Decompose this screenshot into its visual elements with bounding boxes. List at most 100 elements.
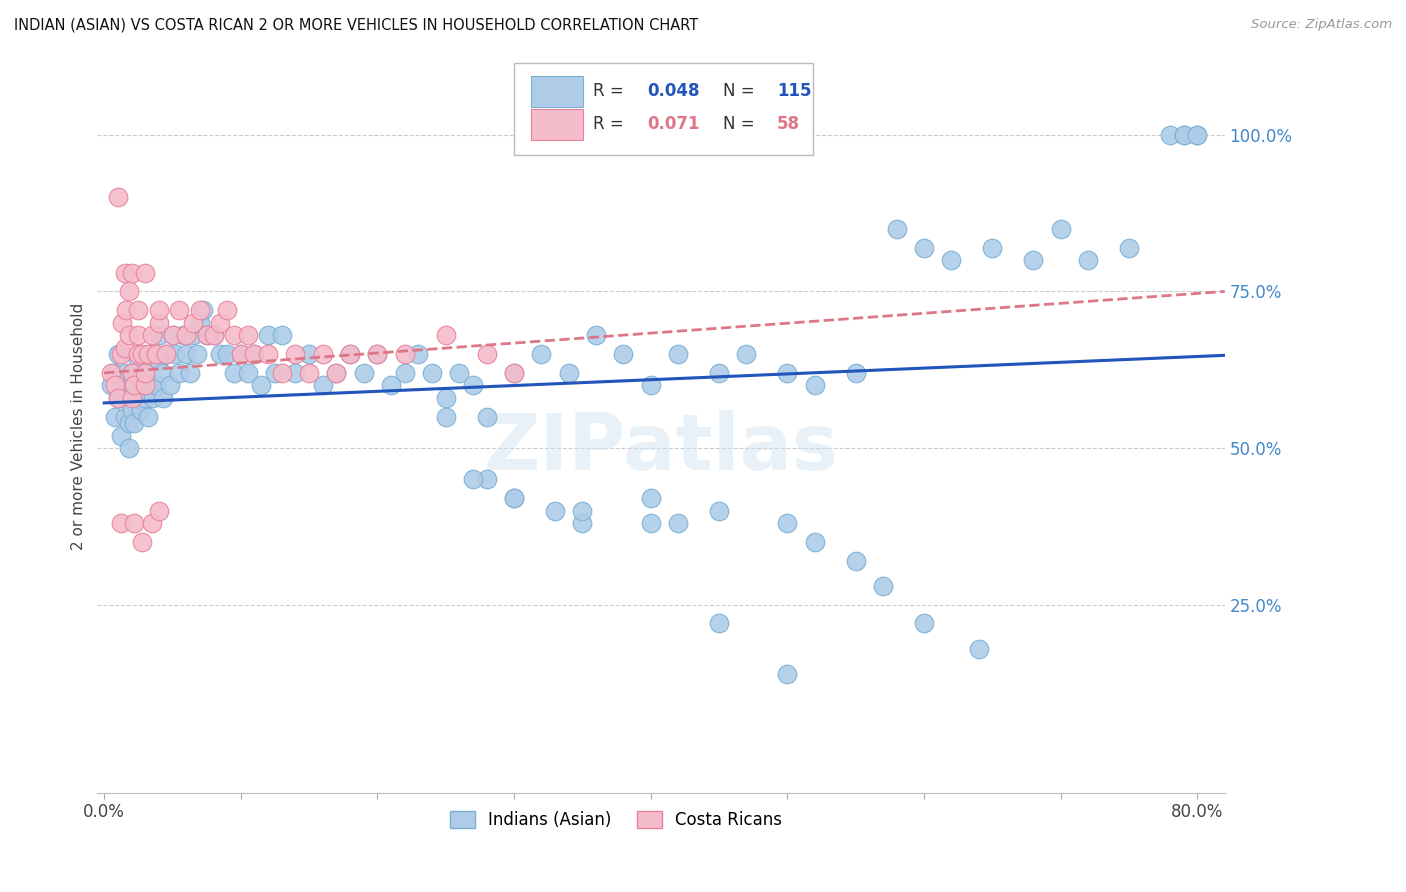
Point bbox=[1159, 128, 1181, 142]
Point bbox=[122, 391, 145, 405]
Text: R =: R = bbox=[593, 115, 630, 133]
Point bbox=[202, 328, 225, 343]
Text: 0.048: 0.048 bbox=[648, 82, 700, 100]
Point bbox=[195, 328, 218, 343]
Point bbox=[121, 403, 143, 417]
Legend: Indians (Asian), Costa Ricans: Indians (Asian), Costa Ricans bbox=[443, 804, 789, 836]
Point bbox=[408, 347, 430, 361]
Point bbox=[107, 190, 129, 204]
Point bbox=[463, 472, 485, 486]
Point bbox=[129, 403, 152, 417]
Point bbox=[503, 366, 526, 380]
Point bbox=[366, 347, 388, 361]
Text: R =: R = bbox=[593, 82, 630, 100]
Point bbox=[122, 416, 145, 430]
Point bbox=[475, 472, 498, 486]
Point bbox=[872, 579, 894, 593]
Point bbox=[503, 366, 526, 380]
Point bbox=[121, 366, 143, 380]
Point bbox=[191, 303, 214, 318]
Point bbox=[122, 378, 145, 392]
Point bbox=[111, 316, 134, 330]
Point bbox=[114, 366, 136, 380]
Point bbox=[188, 303, 211, 318]
Point bbox=[845, 366, 868, 380]
Point bbox=[145, 347, 167, 361]
Point bbox=[270, 366, 292, 380]
Point bbox=[612, 347, 634, 361]
Point bbox=[886, 221, 908, 235]
Point bbox=[640, 378, 662, 392]
Point bbox=[114, 341, 136, 355]
Point bbox=[115, 303, 138, 318]
Point bbox=[110, 516, 132, 531]
Point bbox=[104, 378, 127, 392]
Point bbox=[776, 366, 799, 380]
Point bbox=[270, 328, 292, 343]
Point bbox=[136, 409, 159, 424]
Point bbox=[162, 328, 184, 343]
Point bbox=[312, 347, 335, 361]
Point bbox=[666, 516, 689, 531]
Point bbox=[1118, 241, 1140, 255]
Point bbox=[110, 428, 132, 442]
Point bbox=[475, 347, 498, 361]
Point bbox=[127, 353, 149, 368]
Point bbox=[217, 347, 239, 361]
Text: 115: 115 bbox=[778, 82, 811, 100]
Point bbox=[134, 366, 156, 380]
Point bbox=[148, 504, 170, 518]
Point bbox=[236, 366, 259, 380]
Point bbox=[181, 328, 204, 343]
Point bbox=[298, 347, 321, 361]
Point bbox=[118, 328, 141, 343]
Point bbox=[530, 347, 553, 361]
Point bbox=[912, 241, 935, 255]
FancyBboxPatch shape bbox=[531, 76, 583, 106]
Point bbox=[434, 409, 457, 424]
Point bbox=[1187, 128, 1209, 142]
Point bbox=[380, 378, 402, 392]
Point bbox=[174, 328, 197, 343]
Point bbox=[134, 391, 156, 405]
Point bbox=[172, 328, 194, 343]
Point bbox=[169, 366, 191, 380]
Point bbox=[325, 366, 347, 380]
Point bbox=[339, 347, 361, 361]
Point bbox=[165, 347, 187, 361]
Point bbox=[912, 616, 935, 631]
Point bbox=[100, 366, 122, 380]
Point bbox=[148, 316, 170, 330]
Point bbox=[558, 366, 581, 380]
Point bbox=[134, 378, 156, 392]
Y-axis label: 2 or more Vehicles in Household: 2 or more Vehicles in Household bbox=[72, 302, 86, 549]
Point bbox=[115, 391, 138, 405]
Point bbox=[1022, 253, 1045, 268]
FancyBboxPatch shape bbox=[531, 109, 583, 139]
Point bbox=[114, 266, 136, 280]
FancyBboxPatch shape bbox=[515, 63, 813, 155]
Point bbox=[941, 253, 963, 268]
Point bbox=[776, 666, 799, 681]
Point bbox=[298, 366, 321, 380]
Point bbox=[111, 378, 134, 392]
Point bbox=[640, 491, 662, 505]
Point bbox=[250, 378, 273, 392]
Point bbox=[138, 378, 160, 392]
Point bbox=[118, 416, 141, 430]
Point bbox=[217, 303, 239, 318]
Point bbox=[353, 366, 375, 380]
Point bbox=[202, 328, 225, 343]
Point bbox=[284, 366, 307, 380]
Point bbox=[967, 641, 990, 656]
Point bbox=[122, 516, 145, 531]
Point bbox=[463, 378, 485, 392]
Point bbox=[124, 366, 146, 380]
Point bbox=[142, 391, 165, 405]
Point bbox=[394, 347, 416, 361]
Point bbox=[209, 347, 232, 361]
Point bbox=[845, 554, 868, 568]
Point bbox=[707, 616, 730, 631]
Point bbox=[121, 366, 143, 380]
Point bbox=[229, 347, 252, 361]
